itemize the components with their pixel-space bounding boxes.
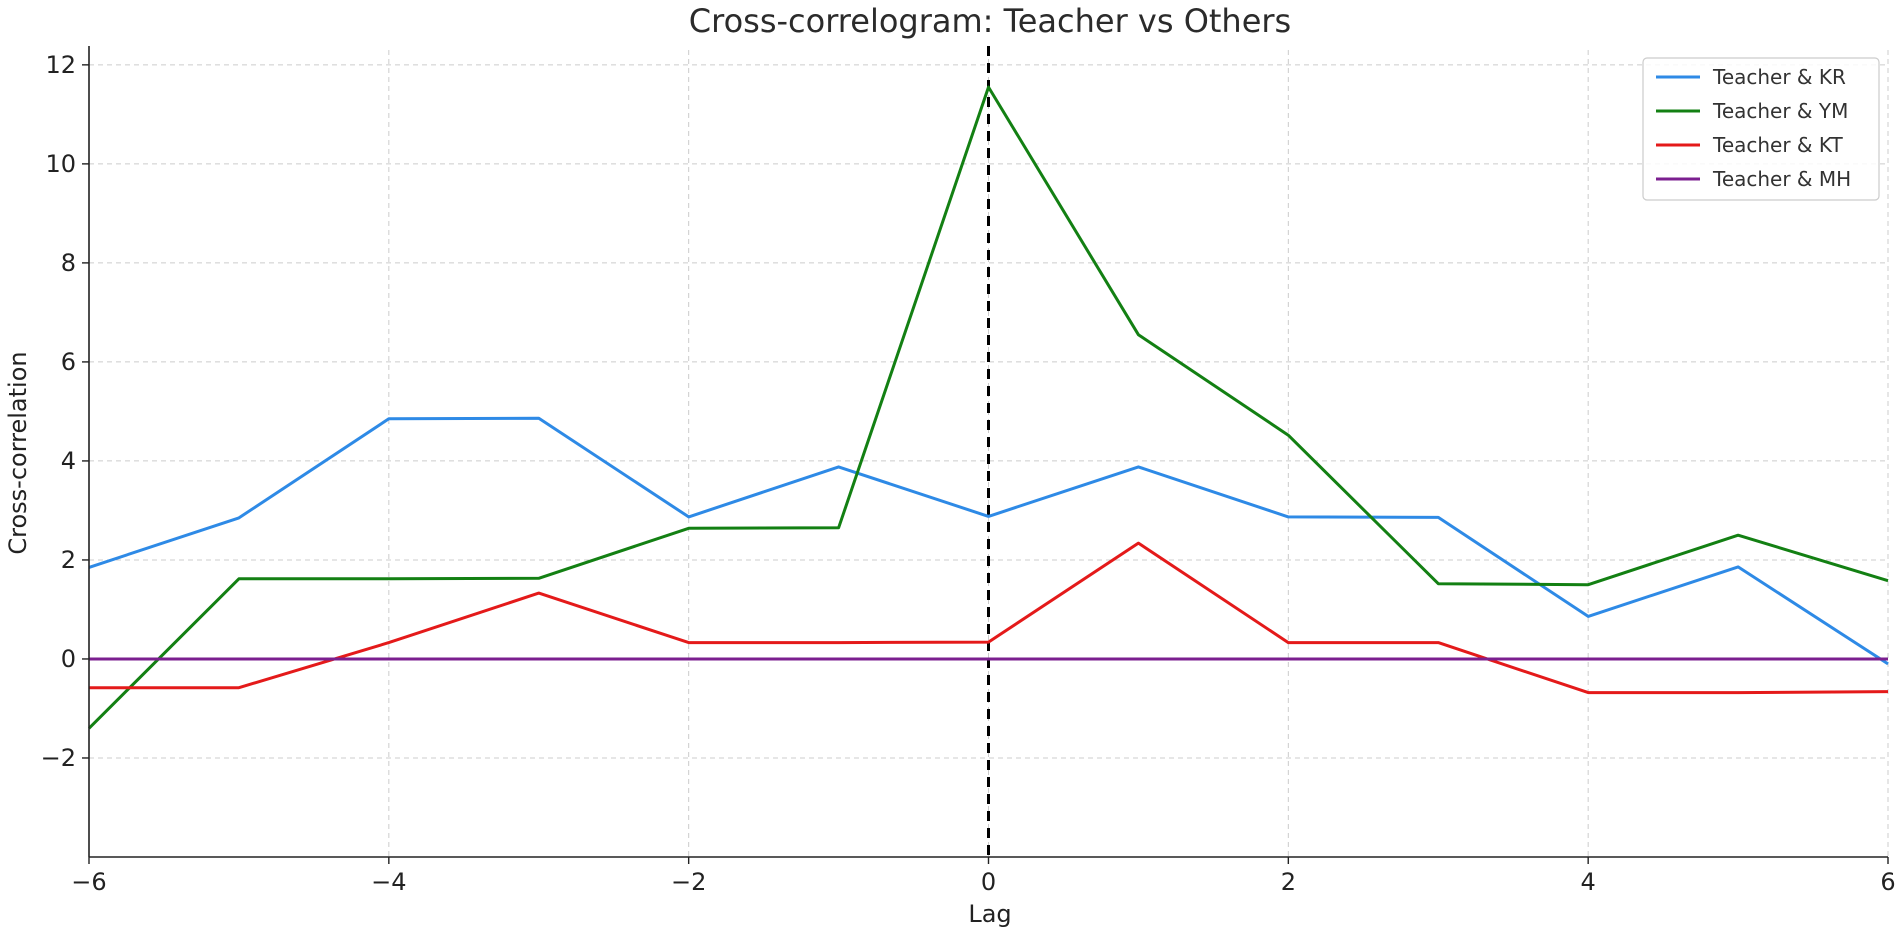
y-tick-label: 8 — [61, 249, 76, 277]
x-tick-label: −2 — [671, 868, 706, 896]
series-line-teacher-kt — [89, 541, 1889, 695]
y-axis-label: Cross-correlation — [4, 351, 32, 554]
legend-frame — [1642, 57, 1880, 201]
legend-label-teacher-ym: Teacher & YM — [1712, 99, 1848, 123]
x-axis-label: Lag — [968, 900, 1011, 928]
y-tick-label: 12 — [45, 51, 76, 79]
y-tick-label: 6 — [61, 348, 76, 376]
legend-label-teacher-kr: Teacher & KR — [1712, 65, 1846, 89]
x-tick-label: 0 — [981, 868, 996, 896]
legend: Teacher & KR Teacher & YM Teacher & KT Teac… — [1642, 57, 1880, 201]
y-tick-label: 10 — [45, 150, 76, 178]
x-tick-label: −4 — [371, 868, 406, 896]
axes — [82, 46, 1889, 864]
chart-title: Cross-correlogram: Teacher vs Others — [689, 2, 1291, 40]
x-tick-label: 4 — [1581, 868, 1596, 896]
series-line-teacher-ym — [87, 85, 1889, 730]
series-layer — [87, 85, 1889, 730]
series-line-teacher-kr — [88, 416, 1889, 666]
y-tick-label: 0 — [61, 645, 76, 673]
y-tick-label: −2 — [41, 744, 76, 772]
y-tick-label: 4 — [61, 447, 76, 475]
legend-label-teacher-kt: Teacher & KT — [1712, 133, 1843, 157]
x-tick-label: −6 — [71, 868, 106, 896]
x-tick-label: 2 — [1281, 868, 1296, 896]
legend-label-teacher-mh: Teacher & MH — [1712, 167, 1851, 191]
x-tick-label: 6 — [1880, 868, 1895, 896]
y-tick-label: 2 — [61, 546, 76, 574]
tick-labels: −6 −4 −2 0 2 4 6 −2 0 2 4 6 8 10 12 — [41, 51, 1896, 896]
